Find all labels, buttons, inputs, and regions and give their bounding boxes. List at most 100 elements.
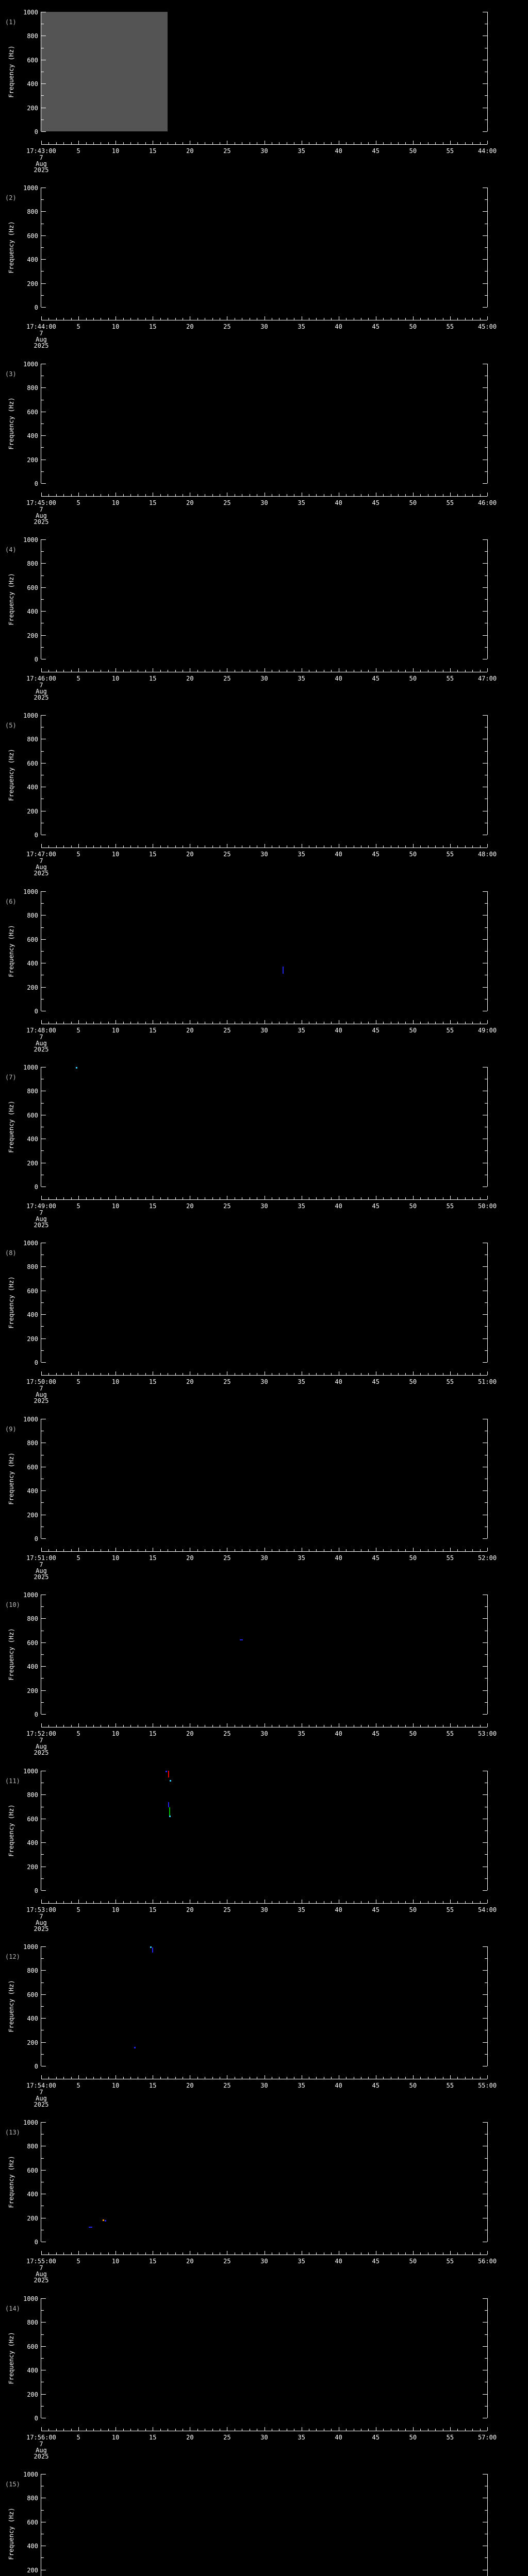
x-tick-major bbox=[450, 1020, 451, 1024]
y-tick-minor bbox=[485, 199, 487, 200]
y-tick-minor bbox=[485, 1654, 487, 1655]
x-tick-minor bbox=[398, 670, 399, 672]
x-tick-minor bbox=[108, 1901, 109, 1903]
x-tick-minor bbox=[331, 494, 332, 496]
y-tick-major bbox=[41, 587, 46, 588]
x-tick-label: 50 bbox=[409, 1027, 417, 1034]
x-tick-label: 40 bbox=[335, 2434, 342, 2441]
x-tick-label: 50 bbox=[409, 1906, 417, 1913]
x-tick-minor bbox=[212, 1901, 213, 1903]
y-tick-minor bbox=[485, 295, 487, 296]
x-tick-minor bbox=[331, 1373, 332, 1375]
x-tick-minor bbox=[108, 1022, 109, 1024]
x-tick-minor bbox=[212, 1197, 213, 1199]
date-line: 2025 bbox=[34, 518, 49, 526]
x-tick-minor bbox=[465, 2252, 466, 2255]
y-tick-label: 600 bbox=[27, 2167, 38, 2174]
x-tick-label: 10 bbox=[111, 1027, 120, 1034]
x-tick-label: 5 bbox=[76, 1554, 80, 1562]
y-tick-label: 200 bbox=[27, 1863, 38, 1871]
x-tick-minor bbox=[86, 2252, 87, 2255]
x-tick-minor bbox=[197, 1725, 198, 1727]
y-tick-label: 200 bbox=[27, 280, 38, 287]
x-tick-major bbox=[41, 2251, 42, 2255]
x-axis bbox=[41, 1551, 487, 1552]
x-tick-minor bbox=[108, 2252, 109, 2255]
x-tick-label: 45 bbox=[372, 1378, 380, 1385]
spectrogram-panel: (5) Frequency (Hz) 0 200 400 600 800 1000 17:47:… bbox=[0, 703, 528, 879]
spectrogram-panel: (2) Frequency (Hz) 0 200 400 600 800 1000 17:44:… bbox=[0, 176, 528, 352]
x-tick-minor bbox=[457, 1373, 458, 1375]
spectrogram-panel: (3) Frequency (Hz) 0 200 400 600 800 1000 17:45:… bbox=[0, 352, 528, 528]
x-tick-minor bbox=[71, 2429, 72, 2431]
y-tick-minor bbox=[485, 2158, 487, 2159]
x-tick-minor bbox=[316, 1549, 317, 1551]
y-tick-major bbox=[483, 2322, 487, 2323]
y-tick-label: 800 bbox=[27, 1615, 38, 1622]
x-tick-minor bbox=[480, 494, 481, 496]
x-end-time-label: 57:00 bbox=[477, 2434, 497, 2441]
y-tick-minor bbox=[41, 751, 44, 752]
x-tick-label: 25 bbox=[223, 675, 231, 682]
x-tick-minor bbox=[383, 142, 384, 144]
x-tick-minor bbox=[145, 1197, 146, 1199]
x-tick-minor bbox=[398, 1549, 399, 1551]
x-tick-minor bbox=[175, 1901, 176, 1903]
x-tick-minor bbox=[86, 1022, 87, 1024]
x-tick-minor bbox=[93, 1725, 94, 1727]
y-tick-major bbox=[483, 2018, 487, 2019]
date-line: 7 bbox=[39, 1737, 43, 1744]
x-tick-minor bbox=[457, 142, 458, 144]
x-tick-major bbox=[78, 316, 79, 320]
x-tick-minor bbox=[130, 1022, 131, 1024]
y-tick-label: 600 bbox=[27, 409, 38, 416]
y-tick-major bbox=[41, 1666, 46, 1667]
x-tick-minor bbox=[71, 1725, 72, 1727]
x-tick-minor bbox=[480, 1901, 481, 1903]
x-tick-label: 20 bbox=[186, 1554, 194, 1562]
x-tick-minor bbox=[457, 1901, 458, 1903]
x-tick-label: 55 bbox=[446, 851, 454, 858]
x-tick-label: 50 bbox=[409, 851, 417, 858]
x-start-time-label: 17:46:00 bbox=[26, 675, 56, 682]
x-tick-label: 35 bbox=[298, 2082, 305, 2089]
x-tick-minor bbox=[123, 1197, 124, 1199]
x-tick-minor bbox=[383, 1725, 384, 1727]
x-tick-minor bbox=[480, 1022, 481, 1024]
x-tick-minor bbox=[108, 845, 109, 848]
y-tick-label: 200 bbox=[27, 2567, 38, 2574]
y-tick-major bbox=[41, 2170, 46, 2171]
x-tick-minor bbox=[472, 2429, 473, 2431]
x-tick-label: 50 bbox=[409, 147, 417, 155]
x-tick-label: 35 bbox=[298, 2434, 305, 2441]
x-tick-label: 20 bbox=[186, 1906, 194, 1913]
x-tick-minor bbox=[56, 2077, 57, 2079]
x-tick-minor bbox=[405, 494, 406, 496]
x-tick-minor bbox=[316, 318, 317, 320]
spectrogram-panel: (7) Frequency (Hz) 0 200 400 600 800 1000 17:49:… bbox=[0, 1055, 528, 1231]
y-tick-minor bbox=[41, 1654, 44, 1655]
x-tick-minor bbox=[63, 2077, 64, 2079]
event-mark-cyan bbox=[150, 1946, 152, 1948]
x-tick-label: 20 bbox=[186, 851, 194, 858]
y-tick-major bbox=[483, 2474, 487, 2475]
x-tick-label: 10 bbox=[111, 2082, 120, 2089]
x-tick-major bbox=[78, 1020, 79, 1024]
date-line: 2025 bbox=[34, 870, 49, 877]
y-tick-label: 0 bbox=[34, 304, 38, 311]
y-axis-right bbox=[487, 539, 488, 659]
x-tick-minor bbox=[420, 494, 421, 496]
y-tick-major bbox=[483, 2122, 487, 2123]
x-tick-label: 40 bbox=[335, 1730, 342, 1737]
x-tick-label: 40 bbox=[335, 2258, 342, 2265]
date-line: 2025 bbox=[34, 2101, 49, 2108]
x-tick-minor bbox=[160, 670, 161, 672]
x-axis bbox=[41, 496, 487, 497]
x-tick-label: 35 bbox=[298, 2258, 305, 2265]
date-line: 2025 bbox=[34, 1046, 49, 1053]
x-tick-minor bbox=[398, 1901, 399, 1903]
y-tick-minor bbox=[41, 2510, 44, 2511]
date-line: 2025 bbox=[34, 1925, 49, 1933]
event-mark-cyan bbox=[169, 1815, 171, 1817]
y-tick-minor bbox=[41, 1702, 44, 1703]
